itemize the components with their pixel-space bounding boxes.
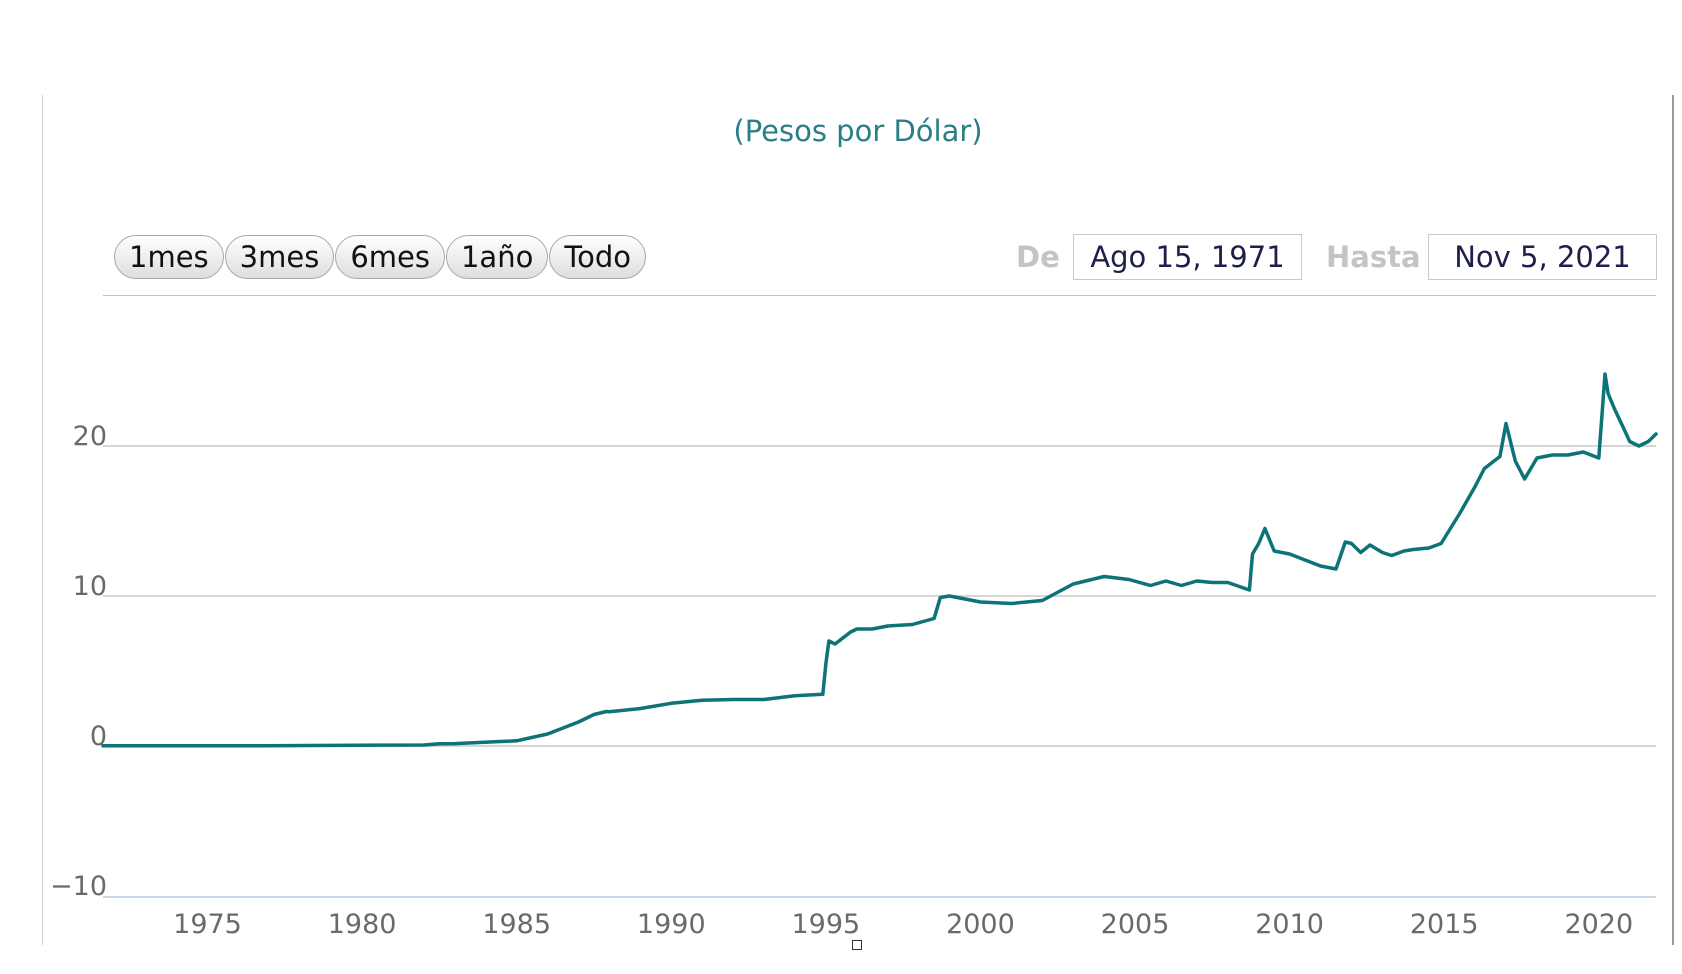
y-tick-label: 20 <box>73 421 107 452</box>
y-tick-label: 10 <box>73 571 107 602</box>
x-tick-label: 2015 <box>1410 909 1479 940</box>
chart-frame-right-border <box>1672 95 1674 945</box>
x-tick-label: 1980 <box>328 909 397 940</box>
x-tick-label: 1990 <box>637 909 706 940</box>
date-to-input[interactable]: Nov 5, 2021 <box>1428 234 1657 280</box>
header-divider <box>103 295 1656 296</box>
range-button-1ano[interactable]: 1año <box>445 235 549 279</box>
series-line-0 <box>101 372 1658 748</box>
range-button-3mes[interactable]: 3mes <box>224 235 335 279</box>
date-to-label: Hasta <box>1326 240 1421 274</box>
y-tick-label: −10 <box>50 871 107 902</box>
x-tick-label: 1995 <box>791 909 860 940</box>
x-tick-label: 2000 <box>946 909 1015 940</box>
range-selector: 1mes 3mes 6mes 1año Todo <box>114 235 647 279</box>
chart-frame-left-border <box>42 95 43 945</box>
range-button-todo[interactable]: Todo <box>549 235 647 279</box>
range-button-6mes[interactable]: 6mes <box>335 235 445 279</box>
range-button-1mes[interactable]: 1mes <box>114 235 224 279</box>
resize-handle[interactable] <box>852 940 862 950</box>
date-from-label: De <box>1016 240 1060 274</box>
x-tick-label: 1985 <box>482 909 551 940</box>
x-tick-label: 2010 <box>1255 909 1324 940</box>
chart-subtitle: (Pesos por Dólar) <box>733 114 983 148</box>
x-tick-label: 2005 <box>1101 909 1170 940</box>
x-tick-label: 2020 <box>1564 909 1633 940</box>
date-from-input[interactable]: Ago 15, 1971 <box>1073 234 1302 280</box>
x-tick-label: 1975 <box>173 909 242 940</box>
